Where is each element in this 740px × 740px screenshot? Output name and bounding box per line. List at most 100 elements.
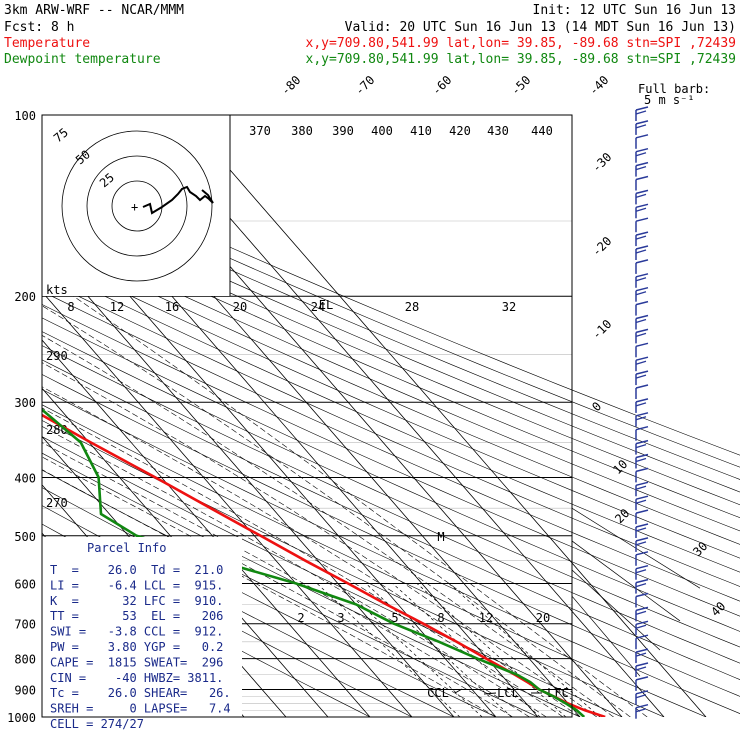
wind-barb-flag (635, 217, 649, 222)
moist-adiabat (42, 426, 547, 717)
theta-label: 390 (332, 124, 354, 138)
edge-isotherm (571, 540, 681, 622)
isotherm-line (42, 291, 413, 717)
mixing-ratio-line (316, 583, 461, 717)
marker-tick (483, 692, 497, 695)
storm-motion-marker: + (131, 200, 138, 214)
marker-m: M (437, 530, 444, 544)
wind-barb-unit: 5 m s⁻¹ (644, 93, 695, 107)
wind-barb-flag (635, 564, 649, 570)
pressure-label-100: 100 (14, 109, 36, 123)
moist-adiabat (73, 295, 648, 717)
hodograph-unit-label: kts (46, 283, 68, 297)
pressure-label-500: 500 (14, 530, 36, 544)
wind-barb-flag (635, 610, 647, 616)
isotherm-label: -70 (352, 73, 377, 98)
wind-barb-flag (635, 606, 649, 612)
wind-barb-flag (635, 286, 649, 292)
wind-barb-flag (635, 249, 647, 254)
wind-barb-flag (635, 120, 649, 125)
parcel-info-row: SWI = -3.8 CCL = 912. (50, 625, 223, 639)
model-title: 3km ARW-WRF -- NCAR/MMM (4, 3, 184, 18)
wind-barb-flag (635, 152, 647, 157)
wind-barb-flag (635, 134, 649, 139)
theta-label: 400 (371, 124, 393, 138)
wind-barb-flag (635, 342, 649, 348)
wind-barb-flag (635, 537, 649, 542)
wind-barb-flag (635, 495, 649, 500)
wind-barb-flag (635, 690, 649, 695)
wind-barb-flag (635, 467, 649, 473)
parcel-info-row: PW = 3.80 YGP = 0.2 (50, 640, 223, 654)
wind-barb-flag (635, 291, 647, 296)
pressure-label-300: 300 (14, 396, 36, 410)
wind-barb-flag (635, 147, 649, 153)
wind-barb-flag (635, 384, 649, 389)
dry-adiabat (42, 229, 740, 532)
isotherm-label: 30 (690, 539, 710, 559)
wind-barb-flag (635, 416, 647, 421)
dry-adiabat (42, 374, 740, 697)
wind-barb-flag (635, 708, 647, 713)
wind-barb-flag (635, 203, 649, 209)
wind-barb-flag (635, 569, 647, 574)
parcel-info-title: Parcel Info (87, 541, 166, 555)
wind-barb-flag (635, 207, 647, 212)
pressure-label-900: 900 (14, 683, 36, 697)
pressure-label-700: 700 (14, 618, 36, 632)
edge-isotherm (571, 595, 641, 677)
dry-adiabat (42, 183, 740, 480)
wind-barb-flag (635, 175, 649, 181)
wind-barb-flag (635, 481, 649, 487)
parcel-info-row: Tc = 26.0 SHEAR= 26. (50, 686, 231, 700)
theta-label: 380 (291, 124, 313, 138)
wind-barb-flag (635, 106, 649, 111)
isotherm-label: 10 (610, 457, 630, 477)
wind-barb-flag (635, 652, 647, 657)
dry-adiabat (42, 304, 740, 617)
wind-barb-flag (635, 356, 649, 361)
dry-adiabat (42, 194, 740, 493)
legend-temperature-info: x,y=709.80,541.99 lat,lon= 39.85, -89.68… (306, 36, 736, 51)
dry-adiabat (42, 331, 740, 648)
dry-adiabat (42, 265, 740, 573)
dry-adiabat (42, 404, 707, 717)
hodograph-axis-label: 20 (233, 300, 247, 314)
moist-adiabat (42, 305, 631, 717)
theta-label: 370 (249, 124, 271, 138)
parcel-info-row: T = 26.0 Td = 21.0 (50, 563, 223, 577)
wind-barb-flag (635, 703, 649, 709)
dry-adiabat (42, 172, 740, 468)
wind-barb-flag (635, 666, 647, 671)
parcel-info-row: LI = -6.4 LCL = 915. (50, 578, 223, 592)
dry-adiabat (42, 452, 581, 717)
legend-dewpoint-label: Dewpoint temperature (4, 52, 161, 67)
hodograph-ring-75 (61, 130, 213, 282)
wind-barb-flag (635, 662, 649, 667)
wind-barb-flag (635, 412, 649, 417)
isotherm-label: 40 (708, 599, 728, 619)
wind-barb-flag (635, 314, 649, 320)
wind-barb-flag (635, 694, 647, 699)
wind-barb-flag (635, 485, 647, 490)
parcel-info-row: CAPE = 1815 SWEAT= 296 (50, 655, 223, 669)
dry-adiabat (42, 317, 740, 632)
dry-adiabat (42, 162, 740, 456)
dry-adiabat (42, 345, 740, 664)
mixing-ratio-line (337, 583, 483, 717)
wind-barb-flag (635, 277, 647, 282)
wind-barb-flag (635, 439, 649, 445)
isotherm-label: 0 (589, 399, 604, 414)
plot-frame (41, 114, 573, 718)
parcel-info-row: CELL = 274/27 (50, 717, 144, 731)
wind-barbs: Full barb:5 m s⁻¹ (635, 82, 710, 719)
pressure-label-1000: 1000 (7, 711, 36, 725)
wind-barb-flag (635, 360, 647, 365)
wind-barb-flag (635, 648, 649, 653)
wind-barb-flag (635, 231, 649, 236)
mixing-ratio-label: 20 (536, 611, 550, 625)
isotherm-line (181, 115, 707, 717)
wind-barb-flag (635, 453, 649, 459)
dry-adiabat (42, 241, 740, 545)
